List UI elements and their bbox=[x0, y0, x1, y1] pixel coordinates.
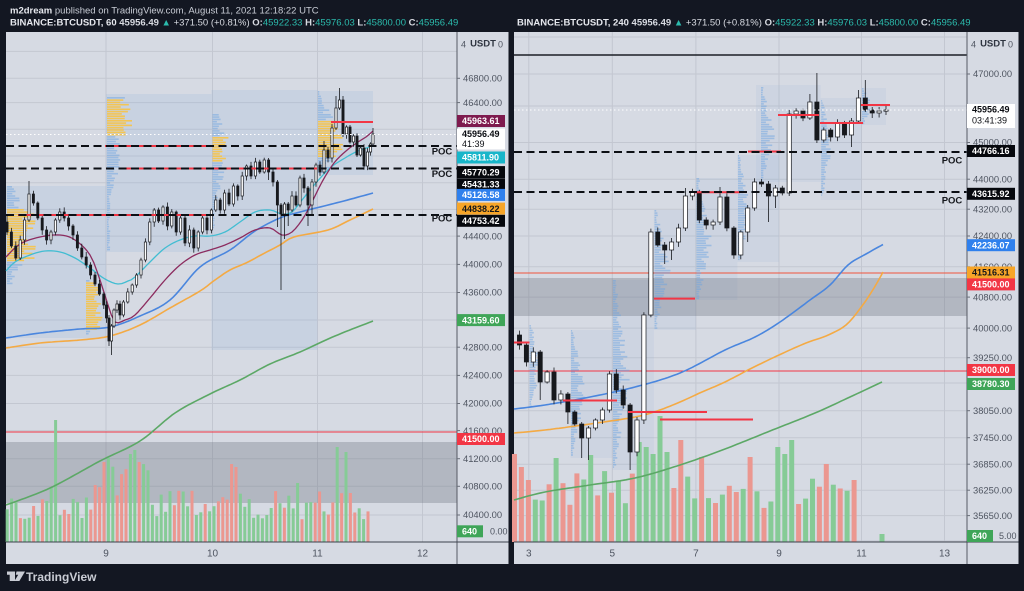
svg-text:45956.49: 45956.49 bbox=[972, 105, 1010, 115]
svg-text:40400.00: 40400.00 bbox=[463, 509, 502, 520]
svg-text:40800.00: 40800.00 bbox=[973, 291, 1012, 302]
svg-text:m2dream published on TradingVi: m2dream published on TradingView.com, Au… bbox=[10, 6, 319, 17]
svg-text:44838.22: 44838.22 bbox=[462, 204, 500, 214]
svg-text:42800.00: 42800.00 bbox=[463, 341, 502, 352]
svg-text:43159.60: 43159.60 bbox=[462, 315, 500, 325]
svg-text:USDT: USDT bbox=[470, 39, 496, 50]
svg-text:41:39: 41:39 bbox=[462, 139, 485, 149]
svg-text:0.00: 0.00 bbox=[490, 526, 508, 536]
svg-text:39000.00: 39000.00 bbox=[972, 365, 1010, 375]
svg-text:11: 11 bbox=[312, 549, 323, 560]
svg-text:40800.00: 40800.00 bbox=[463, 481, 502, 492]
svg-text:42000.00: 42000.00 bbox=[463, 398, 502, 409]
svg-text:BINANCE:BTCUSDT, 60 45956.49 ▲: BINANCE:BTCUSDT, 60 45956.49 ▲ +371.50 (… bbox=[10, 18, 458, 29]
svg-text:45956.49: 45956.49 bbox=[462, 129, 500, 139]
svg-text:41600.00: 41600.00 bbox=[463, 425, 502, 436]
svg-text:03:41:39: 03:41:39 bbox=[972, 116, 1007, 126]
svg-text:45811.90: 45811.90 bbox=[462, 153, 499, 163]
svg-text:11: 11 bbox=[856, 549, 867, 560]
svg-text:42400.00: 42400.00 bbox=[463, 370, 502, 381]
svg-text:41500.00: 41500.00 bbox=[462, 434, 500, 444]
svg-text:5.00: 5.00 bbox=[999, 531, 1017, 541]
svg-text:43200.00: 43200.00 bbox=[973, 203, 1012, 214]
svg-text:TradingView: TradingView bbox=[26, 570, 97, 584]
svg-text:38780.30: 38780.30 bbox=[972, 379, 1010, 389]
svg-text:13: 13 bbox=[939, 549, 951, 560]
svg-text:47000.00: 47000.00 bbox=[973, 68, 1012, 79]
svg-text:POC: POC bbox=[432, 169, 453, 180]
svg-text:42236.07: 42236.07 bbox=[972, 240, 1010, 250]
svg-text:7: 7 bbox=[693, 549, 699, 560]
svg-text:0: 0 bbox=[1008, 40, 1013, 50]
svg-text:4: 4 bbox=[971, 40, 976, 50]
svg-text:41516.31: 41516.31 bbox=[972, 268, 1010, 278]
svg-text:44400.00: 44400.00 bbox=[463, 230, 502, 241]
svg-text:42400.00: 42400.00 bbox=[973, 230, 1012, 241]
svg-text:POC: POC bbox=[942, 196, 963, 207]
svg-text:40000.00: 40000.00 bbox=[973, 322, 1012, 333]
svg-text:9: 9 bbox=[103, 549, 109, 560]
svg-text:BINANCE:BTCUSDT, 240 45956.49: BINANCE:BTCUSDT, 240 45956.49 ▲ +371.50 … bbox=[517, 18, 971, 29]
svg-text:38050.00: 38050.00 bbox=[973, 405, 1012, 416]
svg-text:12: 12 bbox=[417, 549, 429, 560]
svg-text:45000.00: 45000.00 bbox=[973, 137, 1012, 148]
svg-text:640: 640 bbox=[462, 527, 477, 537]
svg-text:46800.00: 46800.00 bbox=[463, 73, 502, 84]
svg-text:41500.00: 41500.00 bbox=[972, 280, 1010, 290]
svg-text:0: 0 bbox=[498, 40, 503, 50]
svg-text:45770.29: 45770.29 bbox=[462, 167, 500, 177]
svg-text:POC: POC bbox=[942, 156, 963, 167]
svg-text:45431.33: 45431.33 bbox=[462, 180, 500, 190]
svg-text:39250.00: 39250.00 bbox=[973, 352, 1012, 363]
svg-text:640: 640 bbox=[972, 531, 987, 541]
svg-text:36850.00: 36850.00 bbox=[973, 458, 1012, 469]
svg-text:POC: POC bbox=[432, 213, 453, 224]
svg-text:4: 4 bbox=[461, 40, 466, 50]
svg-text:9: 9 bbox=[776, 549, 782, 560]
svg-text:44766.16: 44766.16 bbox=[972, 146, 1010, 156]
svg-text:41200.00: 41200.00 bbox=[463, 453, 502, 464]
svg-text:43615.92: 43615.92 bbox=[972, 189, 1010, 199]
svg-text:45963.61: 45963.61 bbox=[462, 116, 500, 126]
svg-text:USDT: USDT bbox=[980, 39, 1006, 50]
svg-text:44000.00: 44000.00 bbox=[463, 259, 502, 270]
svg-text:10: 10 bbox=[207, 549, 219, 560]
svg-text:37450.00: 37450.00 bbox=[973, 432, 1012, 443]
svg-text:35650.00: 35650.00 bbox=[973, 510, 1012, 521]
svg-text:36250.00: 36250.00 bbox=[973, 484, 1012, 495]
svg-text:5: 5 bbox=[610, 549, 616, 560]
svg-text:44000.00: 44000.00 bbox=[973, 173, 1012, 184]
svg-text:POC: POC bbox=[432, 146, 453, 157]
svg-text:45126.58: 45126.58 bbox=[462, 190, 500, 200]
svg-text:46400.00: 46400.00 bbox=[463, 97, 502, 108]
svg-text:3: 3 bbox=[526, 549, 532, 560]
svg-text:43600.00: 43600.00 bbox=[463, 287, 502, 298]
svg-text:44753.42: 44753.42 bbox=[462, 216, 500, 226]
